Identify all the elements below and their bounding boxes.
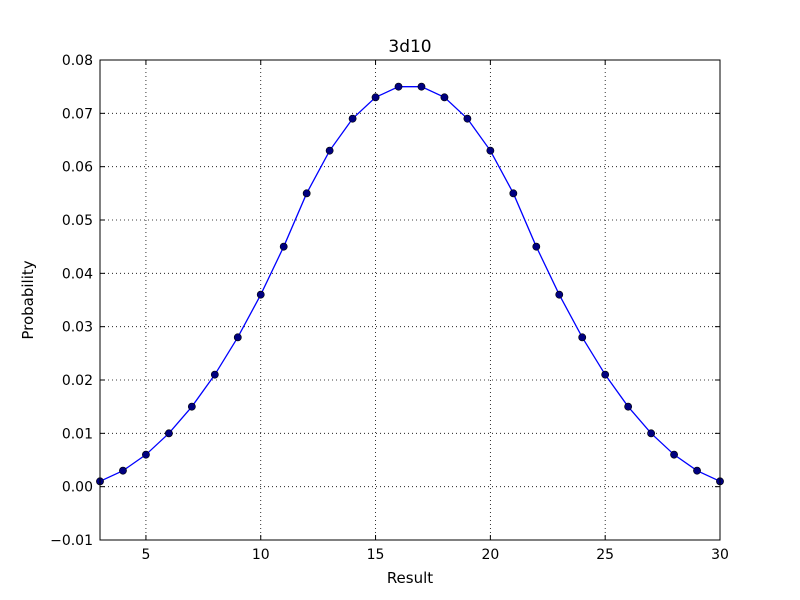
grid	[100, 60, 720, 540]
x-axis-label: Result	[387, 569, 433, 587]
data-point	[142, 450, 150, 459]
data-point	[693, 466, 701, 475]
y-tick-label: 0.08	[62, 53, 93, 69]
data-point	[417, 82, 426, 91]
y-tick-label: 0.01	[62, 426, 93, 442]
data-point	[532, 242, 541, 251]
data-point	[348, 114, 357, 123]
plot-area	[100, 60, 720, 540]
data-point	[647, 429, 656, 438]
series-line	[99, 86, 721, 482]
data-point	[302, 189, 311, 198]
y-tick-label: 0.00	[62, 480, 93, 496]
x-tick-label: 30	[711, 547, 729, 563]
data-point	[256, 290, 265, 299]
y-tick-label: 0.07	[62, 106, 93, 122]
y-tick-label: 0.04	[62, 266, 93, 282]
y-tick-label: 0.05	[62, 213, 93, 229]
y-axis-label: Probability	[19, 260, 37, 339]
chart-title: 3d10	[388, 37, 431, 57]
data-point	[233, 333, 242, 342]
x-tick-label: 15	[367, 547, 385, 563]
x-tick-label: 25	[596, 547, 614, 563]
data-point	[440, 93, 449, 102]
data-point	[463, 114, 472, 123]
data-point	[210, 370, 219, 379]
y-tick-label: −0.01	[50, 533, 93, 549]
y-tick-label: 0.03	[62, 320, 93, 336]
data-point	[279, 242, 288, 251]
data-point	[555, 290, 564, 299]
data-point	[578, 333, 587, 342]
data-point	[187, 402, 196, 411]
plot-frame	[99, 59, 721, 541]
data-point	[119, 466, 127, 475]
data-point	[325, 146, 334, 155]
y-tick-label: 0.02	[62, 373, 93, 389]
data-point	[601, 370, 610, 379]
x-tick-label: 5	[141, 547, 150, 563]
ticks: 5 10 15 20 25 30 −0.01 0.00 0.01 0.02 0.03 0.04 0.05…	[50, 53, 729, 563]
data-point	[394, 82, 403, 91]
data-point	[509, 189, 518, 198]
data-point	[371, 93, 380, 102]
series-layer	[96, 82, 724, 486]
data-point	[624, 402, 633, 411]
data-point	[486, 146, 495, 155]
x-tick-label: 20	[481, 547, 499, 563]
data-point	[164, 429, 173, 438]
x-tick-label: 10	[252, 547, 270, 563]
y-tick-label: 0.06	[62, 160, 93, 176]
data-point	[670, 450, 678, 459]
